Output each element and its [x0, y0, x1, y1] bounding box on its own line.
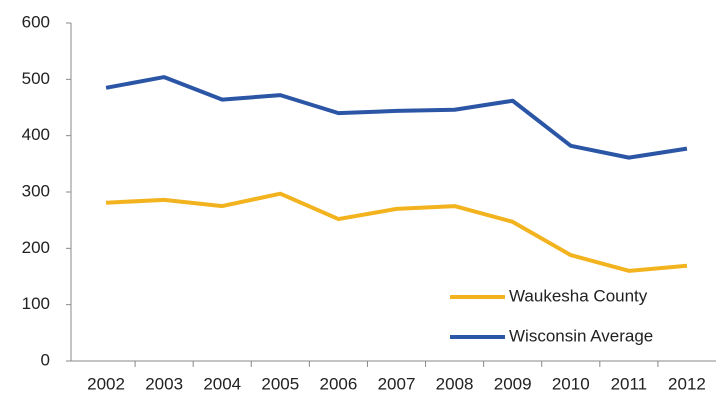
x-tick-label: 2008 [436, 374, 474, 393]
legend-label: Waukesha County [509, 286, 648, 305]
y-tick-label: 0 [41, 350, 50, 369]
y-tick-label: 200 [22, 238, 50, 257]
x-tick-label: 2003 [145, 374, 183, 393]
x-tick-label: 2004 [203, 374, 241, 393]
x-tick-label: 2005 [261, 374, 299, 393]
y-tick-label: 400 [22, 125, 50, 144]
x-tick-label: 2007 [378, 374, 416, 393]
legend-label: Wisconsin Average [509, 326, 653, 345]
y-tick-label: 100 [22, 294, 50, 313]
line-series [105, 191, 688, 273]
x-tick-label: 2011 [611, 374, 648, 393]
y-tick-label: 500 [22, 69, 50, 88]
y-tick-label: 600 [22, 12, 50, 31]
x-tick-label: 2002 [87, 374, 125, 393]
x-tick-label: 2009 [494, 374, 532, 393]
x-tick-label: 2006 [319, 374, 357, 393]
x-tick-label: 2012 [668, 374, 706, 393]
x-tick-label: 2010 [552, 374, 590, 393]
y-tick-label: 300 [22, 181, 50, 200]
line-series [105, 75, 688, 160]
